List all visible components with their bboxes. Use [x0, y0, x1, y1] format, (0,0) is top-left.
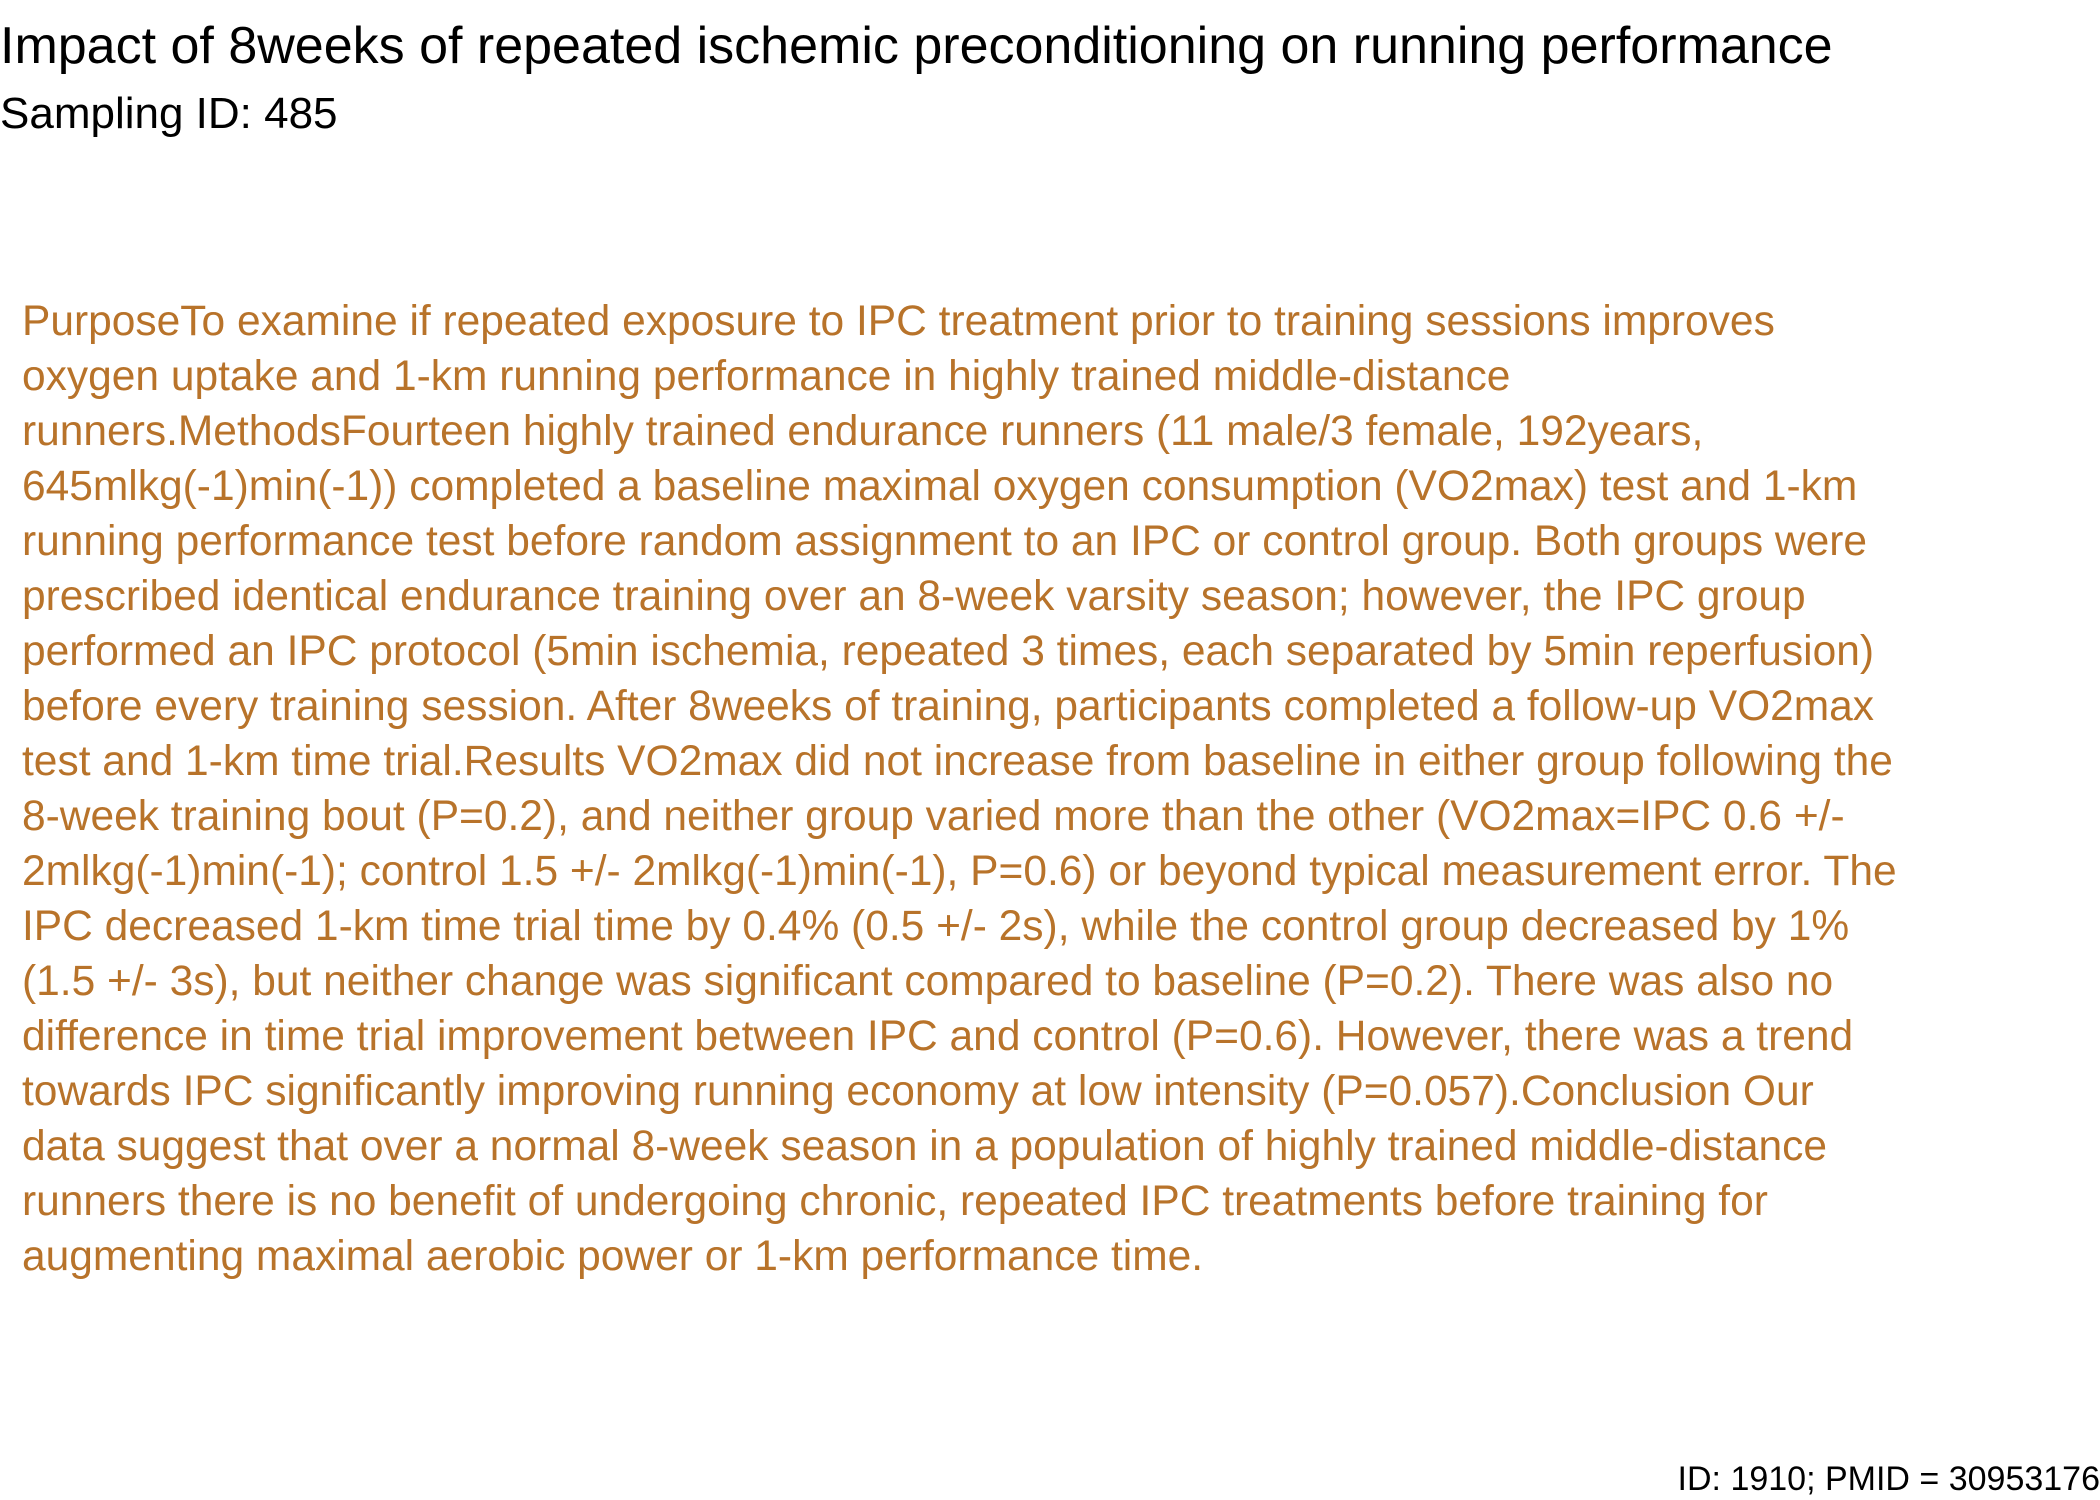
sampling-id: Sampling ID: 485	[0, 89, 338, 138]
page-title: Impact of 8weeks of repeated ischemic pr…	[0, 17, 1833, 75]
footer-id-pmid: ID: 1910; PMID = 30953176	[1677, 1460, 2100, 1498]
abstract-text: PurposeTo examine if repeated exposure t…	[22, 298, 1897, 1280]
